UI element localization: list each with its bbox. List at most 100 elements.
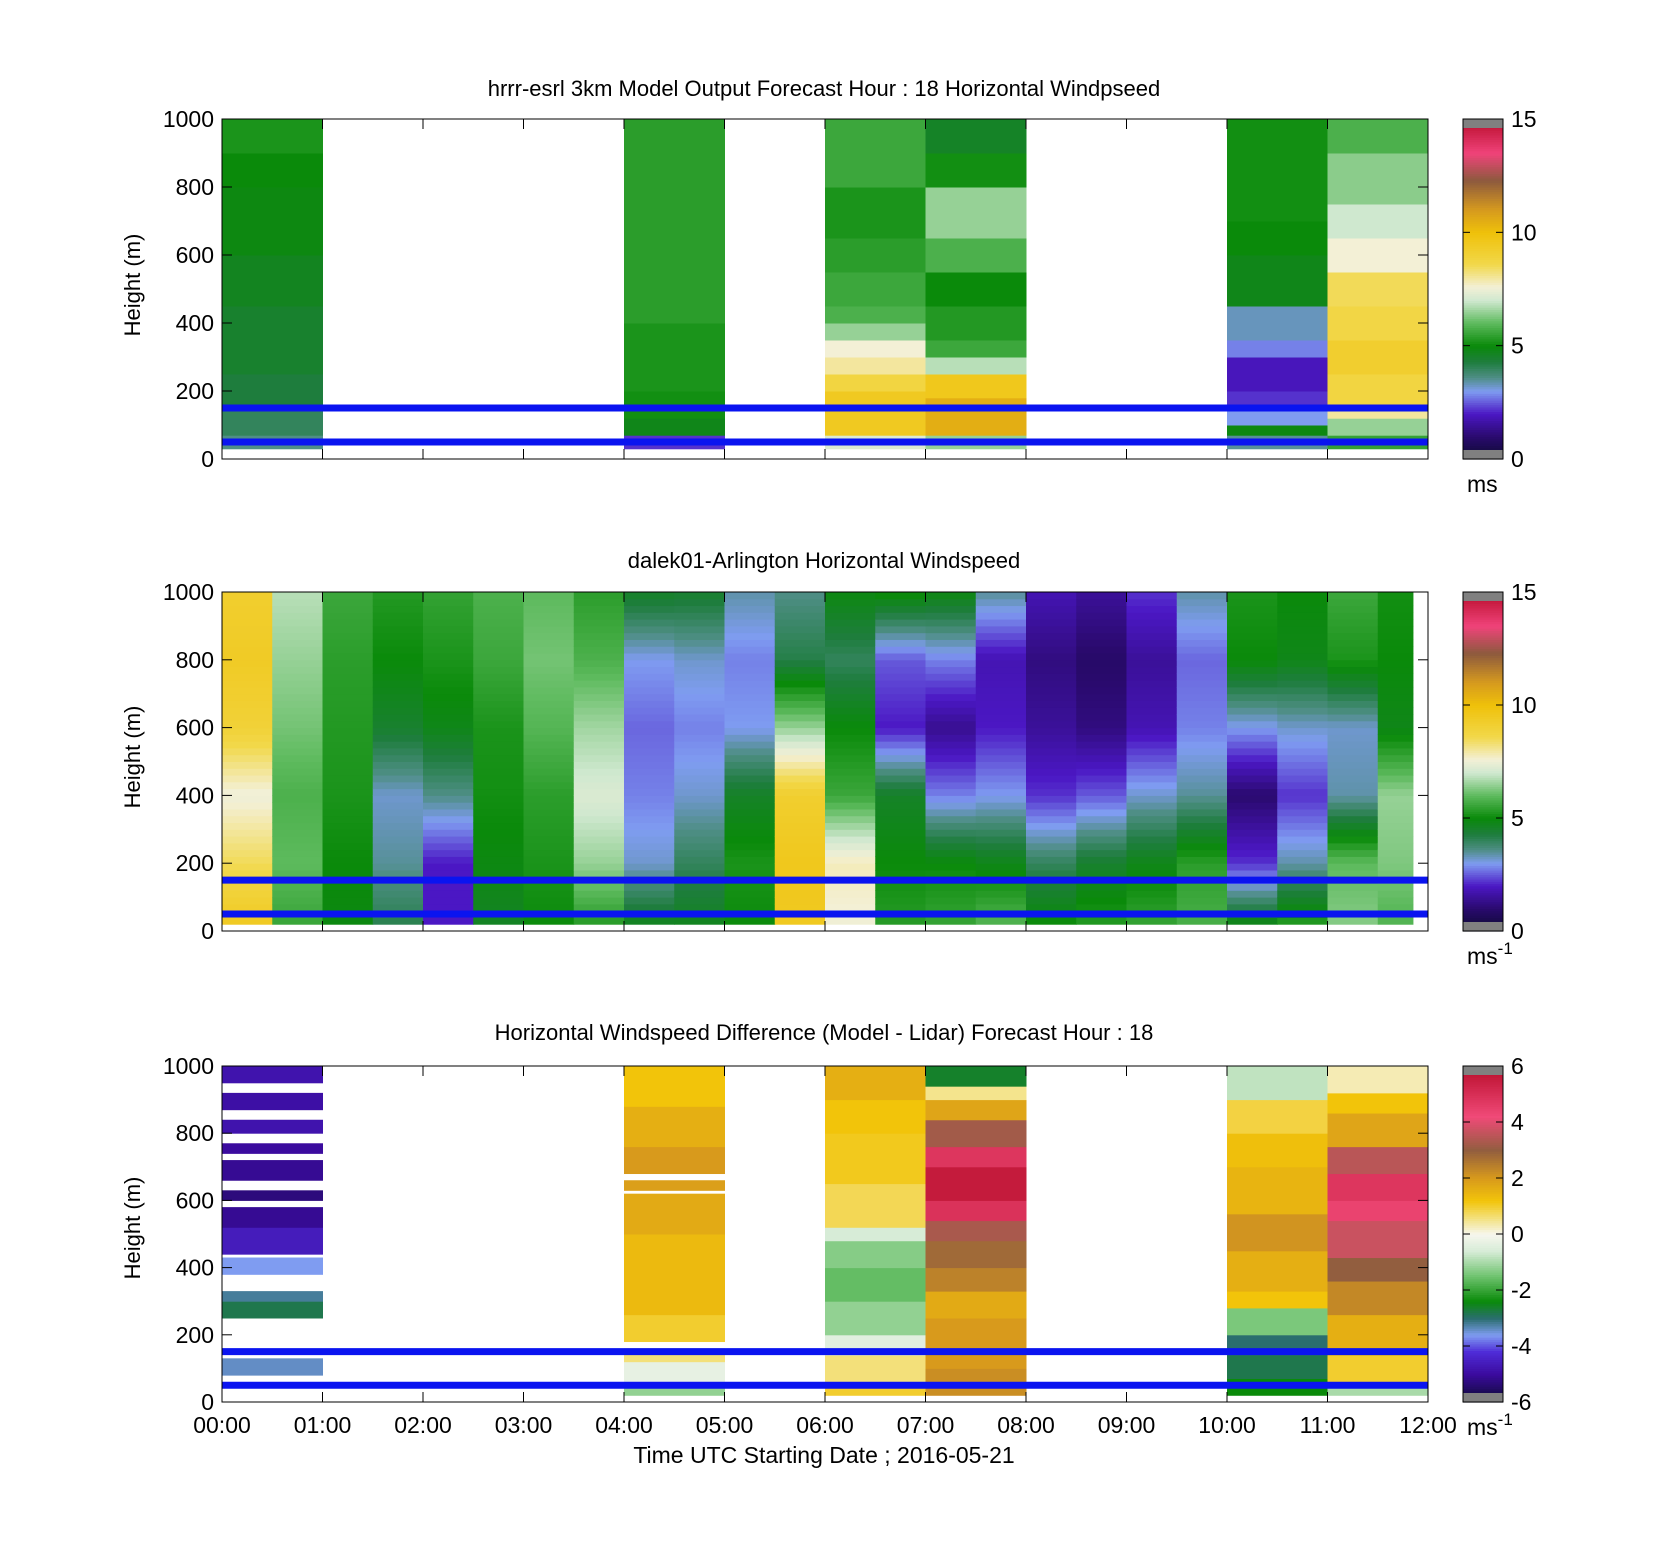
colorbar-segment xyxy=(1463,141,1503,145)
heatmap-cell xyxy=(372,686,424,695)
heatmap-cell xyxy=(272,625,323,634)
heatmap-cell xyxy=(1076,598,1127,607)
heatmap-cell xyxy=(272,775,323,783)
heatmap-cell xyxy=(1277,653,1328,661)
x-tick-label: 07:00 xyxy=(897,1412,955,1438)
colorbar-segment xyxy=(1463,1388,1503,1392)
heatmap-cell xyxy=(724,714,776,722)
heatmap-cell xyxy=(825,903,876,912)
heatmap-cell xyxy=(322,869,374,878)
colorbar-segment xyxy=(1463,173,1503,177)
colorbar-segment xyxy=(1463,883,1503,887)
heatmap-cell xyxy=(1277,781,1328,790)
heatmap-cell xyxy=(1026,842,1077,851)
colorbar-segment xyxy=(1463,381,1503,385)
colorbar-segment xyxy=(1463,628,1503,632)
heatmap-cell xyxy=(322,795,374,803)
colorbar-segment xyxy=(1463,252,1503,256)
heatmap-cell xyxy=(975,856,1027,864)
heatmap-cell xyxy=(1227,808,1278,817)
heatmap-cell xyxy=(724,836,776,844)
heatmap-cell xyxy=(724,788,776,796)
colorbar-segment xyxy=(1463,234,1503,238)
heatmap-cell xyxy=(372,673,424,681)
heatmap-cell xyxy=(423,897,474,905)
heatmap-cell xyxy=(1126,714,1178,722)
colorbar-segment xyxy=(1463,711,1503,715)
heatmap-cell xyxy=(1227,666,1278,674)
heatmap-cell xyxy=(975,815,1027,824)
heatmap-cell xyxy=(423,612,474,620)
heatmap-cell xyxy=(423,714,474,722)
heatmap-cell xyxy=(1277,842,1328,851)
heatmap-cell xyxy=(825,856,876,864)
heatmap-cell xyxy=(925,1166,1027,1201)
colorbar-frame xyxy=(1462,118,1504,460)
heatmap-cell xyxy=(975,693,1027,701)
heatmap-cell xyxy=(1026,863,1077,871)
heatmap-cell xyxy=(1176,822,1228,830)
heatmap-cell xyxy=(925,795,977,803)
heatmap-cell xyxy=(322,619,374,627)
heatmap-cell xyxy=(423,917,474,925)
heatmap-cell xyxy=(1227,714,1278,722)
colorbar-segment xyxy=(1463,901,1503,905)
heatmap-cell xyxy=(1126,863,1178,871)
heatmap-cell xyxy=(473,754,524,762)
heatmap-cell xyxy=(1377,781,1414,790)
heatmap-cell xyxy=(322,788,374,796)
heatmap-cell xyxy=(875,775,926,783)
heatmap-cell xyxy=(423,836,474,844)
heatmap-cell xyxy=(624,863,675,871)
heatmap-cell xyxy=(1227,802,1278,810)
heatmap-cell xyxy=(1176,659,1228,668)
heatmap-cell xyxy=(624,605,675,613)
heatmap-cell xyxy=(825,374,926,392)
heatmap-cell xyxy=(1277,788,1328,796)
heatmap-cell xyxy=(1277,822,1328,830)
heatmap-cell xyxy=(1227,1291,1328,1309)
colorbar-segment xyxy=(1463,1357,1503,1361)
colorbar-segment xyxy=(1463,1090,1503,1094)
y-tick-label: 0 xyxy=(201,446,214,472)
heatmap-cell xyxy=(222,592,273,600)
heatmap-cell xyxy=(222,1160,323,1181)
heatmap-cell xyxy=(222,869,273,878)
heatmap-cell xyxy=(724,815,776,824)
colorbar-segment xyxy=(1463,1245,1503,1249)
heatmap-cell xyxy=(724,781,776,790)
heatmap-cell xyxy=(1277,890,1328,898)
heatmap-cell xyxy=(372,714,424,722)
heatmap-cell xyxy=(724,720,776,729)
heatmap-cell xyxy=(1277,869,1328,878)
colorbar-segment xyxy=(1463,720,1503,724)
heatmap-cell xyxy=(1327,897,1379,905)
colorbar-segment xyxy=(1463,361,1503,365)
heatmap-cell xyxy=(624,1146,725,1175)
colorbar-segment xyxy=(1463,418,1503,422)
heatmap-cell xyxy=(1076,747,1127,756)
heatmap-cell xyxy=(1227,775,1278,783)
colorbar-segment xyxy=(1463,1097,1503,1101)
heatmap-cell xyxy=(1277,625,1328,634)
heatmap-cell xyxy=(925,153,1027,188)
heatmap-cell xyxy=(825,1240,926,1269)
colorbar-segment xyxy=(1463,892,1503,896)
x-axis-label-difference: Time UTC Starting Date ; 2016-05-21 xyxy=(633,1442,1014,1468)
colorbar-segment xyxy=(1463,1332,1503,1336)
heatmap-cell xyxy=(222,153,323,188)
colorbar-segment xyxy=(1463,1372,1503,1376)
heatmap-cell xyxy=(825,714,876,722)
heatmap-cell xyxy=(222,646,273,654)
heatmap-cell xyxy=(774,714,826,722)
colorbar-segment xyxy=(1463,1366,1503,1369)
heatmap-cell xyxy=(724,734,776,742)
heatmap-cell xyxy=(925,768,977,776)
heatmap-cell xyxy=(624,836,675,844)
colorbar-underflow xyxy=(1463,1393,1503,1402)
heatmap-cell xyxy=(423,659,474,668)
heatmap-cell xyxy=(1377,659,1414,668)
heatmap-cell xyxy=(372,666,424,674)
heatmap-cell xyxy=(573,822,625,830)
heatmap-cell xyxy=(523,639,575,647)
